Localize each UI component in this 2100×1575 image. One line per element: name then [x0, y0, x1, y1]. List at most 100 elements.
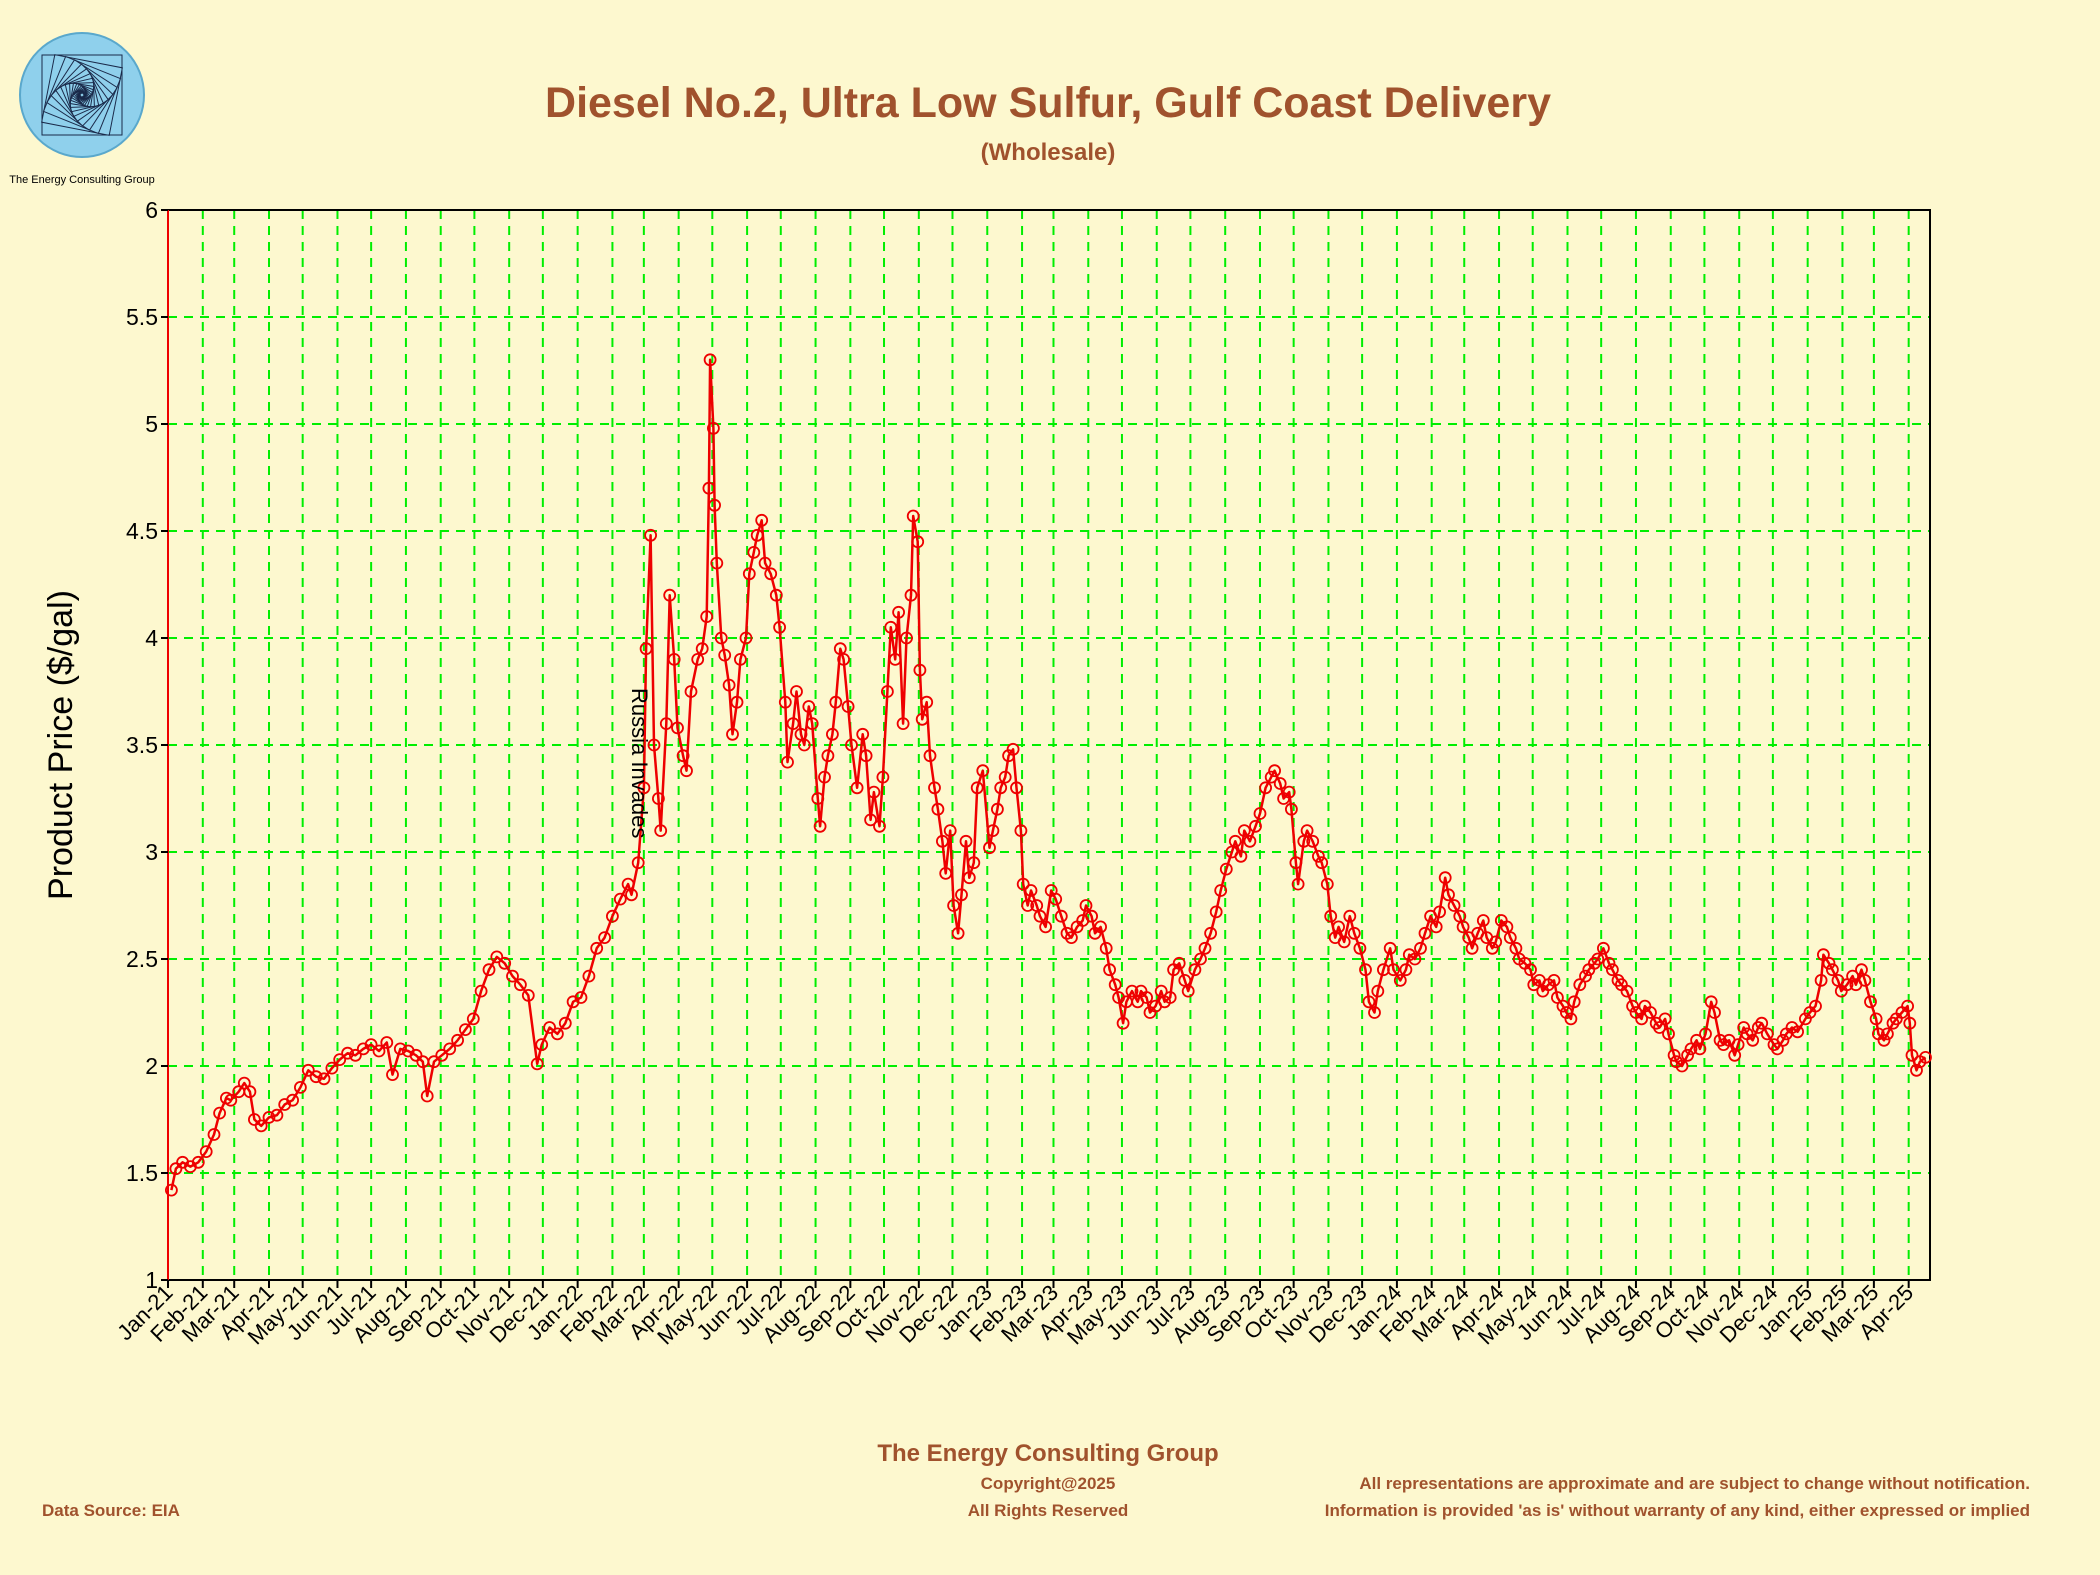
data-point	[1708, 1006, 1721, 1019]
data-point	[786, 717, 800, 730]
data-point	[293, 1081, 307, 1094]
data-point	[850, 781, 864, 795]
data-point	[859, 749, 873, 763]
data-point	[606, 909, 619, 923]
data-point	[1014, 824, 1028, 837]
data-point	[1060, 926, 1074, 940]
y-tick-label: 4.5	[126, 518, 158, 544]
data-point	[1877, 1033, 1891, 1047]
data-point	[1746, 1033, 1760, 1047]
data-point	[1362, 995, 1376, 1009]
data-point	[325, 1061, 339, 1075]
data-point	[393, 1042, 407, 1056]
data-point	[498, 956, 512, 970]
y-tick-label: 3.5	[126, 732, 158, 758]
data-point	[1289, 856, 1303, 870]
footer-company: The Energy Consulting Group	[877, 1440, 1218, 1467]
data-point	[613, 892, 627, 906]
data-point	[1016, 877, 1030, 891]
data-point	[1408, 952, 1422, 966]
data-point	[1204, 926, 1217, 940]
data-point	[652, 792, 665, 805]
data-point	[530, 1057, 544, 1071]
y-tick-label: 3	[145, 839, 158, 865]
data-point	[590, 941, 604, 955]
data-point	[1503, 931, 1517, 944]
data-point	[1414, 941, 1427, 955]
data-point	[1635, 1012, 1648, 1026]
series-line	[170, 358, 1927, 1191]
data-point	[1905, 1048, 1919, 1062]
data-point	[1560, 1006, 1573, 1019]
data-point	[199, 1145, 213, 1158]
data-point	[224, 1093, 238, 1107]
logo-spiral-square	[69, 82, 95, 108]
data-point	[647, 738, 661, 752]
y-axis-label: Product Price ($/gal)	[42, 590, 80, 900]
data-point	[1681, 1048, 1694, 1062]
logo-spiral-square	[50, 63, 114, 127]
data-point	[164, 1183, 178, 1197]
data-point	[1573, 978, 1587, 992]
data-point	[521, 989, 535, 1002]
data-point	[1822, 956, 1836, 970]
data-point	[1620, 984, 1634, 998]
data-point	[739, 631, 753, 645]
data-point	[1209, 905, 1223, 919]
data-point	[1456, 920, 1470, 934]
logo-spiral-square	[69, 82, 95, 108]
data-point	[864, 813, 877, 827]
data-point	[1065, 931, 1078, 944]
data-point	[750, 528, 764, 542]
data-point	[821, 749, 835, 763]
y-tick-label: 1	[145, 1267, 158, 1293]
data-point	[1300, 824, 1314, 837]
data-point	[829, 695, 843, 709]
y-tick-label: 5	[145, 411, 158, 437]
data-point	[703, 353, 717, 367]
data-point	[888, 653, 902, 666]
data-point	[947, 899, 960, 912]
data-point	[998, 770, 1012, 784]
data-point	[904, 588, 918, 602]
data-point	[1306, 834, 1320, 848]
data-point	[631, 856, 645, 870]
data-point	[435, 1048, 449, 1062]
data-point	[802, 700, 816, 713]
data-point	[262, 1111, 276, 1124]
data-point	[1442, 888, 1455, 902]
data-point	[1771, 1042, 1784, 1056]
data-point	[1393, 974, 1407, 987]
data-point	[856, 727, 870, 741]
data-point	[1214, 884, 1228, 897]
data-point	[386, 1068, 399, 1081]
data-point	[1228, 834, 1242, 848]
data-point	[845, 738, 858, 752]
data-point	[747, 546, 761, 559]
logo-spiral-square	[73, 86, 91, 104]
data-point	[841, 700, 855, 713]
data-point	[1693, 1042, 1707, 1056]
data-point	[702, 481, 716, 495]
y-tick-label: 5.5	[126, 304, 158, 330]
data-point	[582, 969, 596, 983]
data-point	[1675, 1059, 1689, 1073]
data-point	[881, 685, 894, 698]
data-point	[726, 727, 739, 741]
data-point	[1840, 978, 1854, 992]
data-point	[1377, 963, 1390, 977]
data-point	[976, 764, 990, 778]
data-point	[1268, 764, 1281, 778]
data-point	[207, 1128, 221, 1141]
data-point	[1021, 899, 1035, 912]
footer-disclaimer-2: Information is provided 'as is' without …	[1325, 1501, 2030, 1520]
data-point	[951, 926, 965, 940]
data-point	[506, 969, 519, 983]
data-point	[1234, 849, 1248, 863]
data-point	[700, 610, 714, 623]
data-point	[1291, 877, 1305, 891]
data-point	[1667, 1048, 1681, 1062]
data-point	[1881, 1027, 1894, 1041]
data-point	[270, 1108, 284, 1122]
